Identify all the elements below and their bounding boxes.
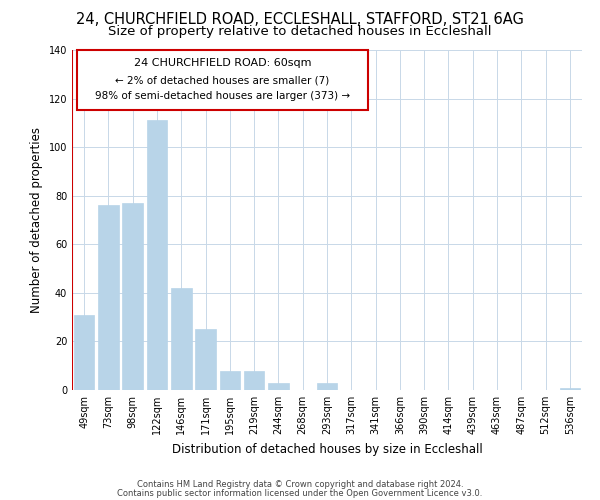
Text: Contains public sector information licensed under the Open Government Licence v3: Contains public sector information licen… bbox=[118, 488, 482, 498]
Bar bbox=[244, 370, 265, 390]
Bar bbox=[74, 314, 94, 390]
Bar bbox=[317, 382, 337, 390]
Text: Contains HM Land Registry data © Crown copyright and database right 2024.: Contains HM Land Registry data © Crown c… bbox=[137, 480, 463, 489]
Bar bbox=[195, 330, 216, 390]
Text: 24 CHURCHFIELD ROAD: 60sqm: 24 CHURCHFIELD ROAD: 60sqm bbox=[134, 58, 311, 68]
Text: 98% of semi-detached houses are larger (373) →: 98% of semi-detached houses are larger (… bbox=[95, 91, 350, 101]
Bar bbox=[122, 203, 143, 390]
Bar bbox=[268, 382, 289, 390]
Bar bbox=[146, 120, 167, 390]
Text: ← 2% of detached houses are smaller (7): ← 2% of detached houses are smaller (7) bbox=[115, 76, 329, 86]
X-axis label: Distribution of detached houses by size in Eccleshall: Distribution of detached houses by size … bbox=[172, 442, 482, 456]
Text: 24, CHURCHFIELD ROAD, ECCLESHALL, STAFFORD, ST21 6AG: 24, CHURCHFIELD ROAD, ECCLESHALL, STAFFO… bbox=[76, 12, 524, 28]
FancyBboxPatch shape bbox=[77, 50, 368, 110]
Bar bbox=[220, 370, 240, 390]
Y-axis label: Number of detached properties: Number of detached properties bbox=[30, 127, 43, 313]
Bar bbox=[171, 288, 191, 390]
Bar bbox=[560, 388, 580, 390]
Bar bbox=[98, 206, 119, 390]
Text: Size of property relative to detached houses in Eccleshall: Size of property relative to detached ho… bbox=[108, 25, 492, 38]
